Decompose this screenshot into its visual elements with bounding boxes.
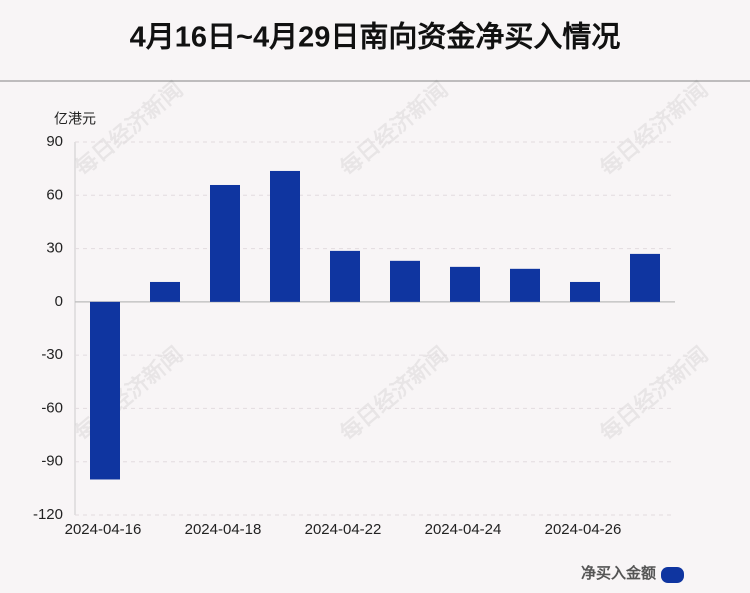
y-tick-label: -120 bbox=[33, 506, 63, 523]
bar bbox=[570, 281, 600, 302]
legend-swatch bbox=[661, 567, 684, 583]
bar bbox=[330, 250, 360, 302]
y-tick-label: 0 bbox=[55, 293, 63, 310]
bar bbox=[270, 170, 300, 302]
bar bbox=[150, 281, 180, 302]
chart-title: 4月16日~4月29日南向资金净买入情况 bbox=[130, 20, 621, 54]
bar bbox=[210, 184, 240, 302]
y-tick-label: 60 bbox=[46, 186, 63, 203]
y-axis-label: 亿港元 bbox=[54, 111, 96, 127]
y-tick-label: -90 bbox=[41, 453, 63, 470]
bar bbox=[630, 253, 660, 302]
y-tick-label: -60 bbox=[41, 399, 63, 416]
bar bbox=[390, 260, 420, 302]
y-tick-label: 90 bbox=[46, 133, 63, 150]
bar bbox=[510, 268, 540, 302]
y-tick-label: 30 bbox=[46, 240, 63, 257]
x-tick-label: 2024-04-18 bbox=[185, 521, 262, 538]
x-tick-label: 2024-04-26 bbox=[545, 521, 622, 538]
bar bbox=[450, 266, 480, 302]
y-tick-label: -30 bbox=[41, 346, 63, 363]
x-tick-label: 2024-04-24 bbox=[425, 521, 502, 538]
x-tick-label: 2024-04-22 bbox=[305, 521, 382, 538]
bar bbox=[90, 301, 120, 480]
x-tick-label: 2024-04-16 bbox=[65, 521, 142, 538]
legend-label: 净买入金额 bbox=[581, 564, 656, 582]
